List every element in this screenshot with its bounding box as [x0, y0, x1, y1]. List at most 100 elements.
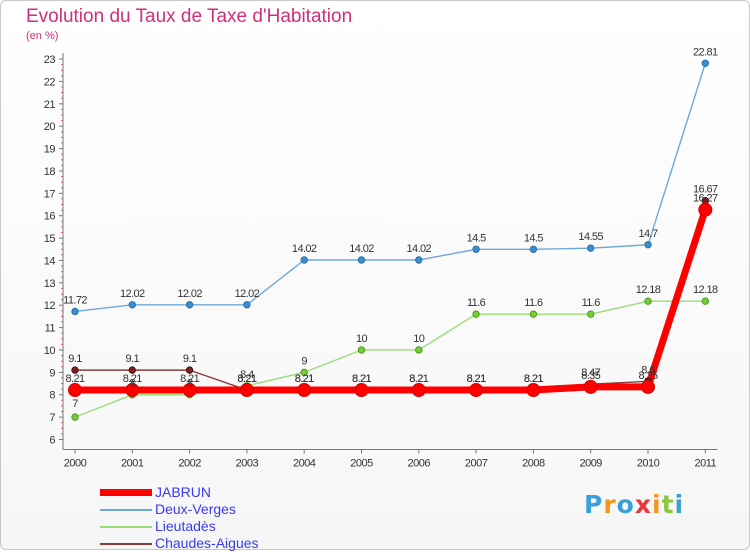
data-point [526, 383, 541, 398]
data-point [354, 383, 369, 398]
data-label: 22.81 [693, 46, 718, 58]
data-label: 12.02 [235, 288, 260, 300]
y-tick-label: 20 [44, 121, 56, 133]
x-tick-label: 2002 [178, 458, 201, 470]
data-label: 11.72 [63, 294, 87, 306]
data-label: 9 [301, 355, 307, 367]
data-point [71, 366, 79, 374]
data-label: 8.21 [295, 373, 314, 385]
y-tick-label: 12 [44, 300, 56, 312]
data-label: 14.5 [524, 232, 543, 244]
data-point [701, 59, 709, 67]
y-tick-label: 14 [44, 255, 56, 267]
data-label: 9.1 [68, 353, 82, 365]
y-tick-label: 19 [44, 144, 56, 156]
data-label: 12.18 [693, 284, 718, 296]
data-point [587, 244, 595, 252]
y-tick-label: 6 [49, 435, 55, 447]
data-point [71, 413, 79, 421]
data-label: 14.5 [467, 232, 486, 244]
data-label: 8.21 [467, 373, 486, 385]
data-label: 8.21 [295, 373, 314, 385]
legend-swatch [100, 509, 152, 511]
data-point [71, 307, 79, 316]
data-point [411, 383, 426, 398]
data-point [701, 297, 709, 305]
data-label: 11.6 [582, 297, 601, 309]
data-label: 8.21 [409, 373, 428, 385]
series-line-deux-verges [74, 63, 706, 313]
legend-swatch [100, 526, 152, 528]
data-point [300, 368, 308, 377]
data-point [472, 310, 480, 318]
x-tick-label: 2000 [64, 458, 87, 470]
data-label: 14.02 [292, 243, 317, 255]
data-point [243, 301, 251, 309]
legend-label: Deux-Verges [155, 501, 236, 517]
data-label: 8.6 [641, 364, 655, 376]
chart-subtitle: (en %) [26, 30, 59, 42]
logo-letter: P [584, 490, 604, 519]
data-label: 8 [130, 378, 136, 390]
data-label: 10 [413, 333, 425, 345]
y-tick-label: 23 [44, 54, 56, 66]
data-point [185, 366, 194, 374]
data-point [641, 379, 655, 394]
data-point [529, 245, 538, 253]
data-label: 8.21 [409, 373, 428, 385]
y-tick-label: 16 [44, 211, 56, 223]
legend-swatch [100, 543, 152, 545]
x-tick-label: 2005 [350, 458, 373, 470]
x-tick-label: 2011 [694, 458, 716, 470]
data-label: 8 [187, 378, 193, 390]
data-point [587, 310, 595, 318]
data-point [415, 256, 423, 264]
data-label: 12.02 [120, 288, 145, 300]
data-label: 14.7 [638, 228, 657, 240]
data-label: 8.35 [638, 370, 657, 382]
data-point [357, 346, 366, 354]
data-point [297, 383, 312, 398]
data-label: 8.4 [240, 369, 254, 381]
data-point [698, 202, 713, 217]
y-tick-label: 22 [44, 76, 56, 88]
legend-label: Chaudes-Aigues [155, 535, 259, 551]
data-label: 11.6 [524, 297, 543, 309]
x-tick-label: 2004 [293, 458, 316, 470]
data-point [644, 297, 652, 305]
logo-letter: i [652, 490, 662, 519]
data-point [128, 366, 137, 374]
logo-letter: i [674, 490, 685, 519]
y-tick-label: 13 [44, 278, 56, 290]
data-point [529, 310, 538, 318]
y-tick-label: 9 [49, 367, 55, 379]
logo-letter: x [634, 490, 652, 519]
x-tick-label: 2009 [579, 458, 602, 470]
data-label: 12.02 [177, 288, 202, 300]
data-label: 16.67 [693, 184, 718, 196]
x-tick-label: 2001 [121, 458, 144, 470]
y-tick-label: 18 [44, 166, 56, 178]
y-tick-label: 11 [45, 323, 56, 335]
x-tick-label: 2010 [637, 458, 660, 470]
data-label: 8.21 [237, 373, 256, 385]
legend-label: JABRUN [155, 484, 212, 500]
data-label: 8.21 [524, 373, 543, 385]
data-point [125, 383, 140, 398]
data-label: 7 [72, 398, 78, 410]
data-point [239, 383, 254, 398]
x-tick-label: 2003 [236, 458, 259, 470]
logo-letter: r [603, 490, 617, 519]
logo-letter: t [661, 490, 675, 519]
data-label: 8.21 [467, 373, 486, 385]
series-line-jabrun [75, 208, 709, 394]
data-point [644, 241, 652, 249]
logo-letter: o [616, 490, 635, 519]
data-label: 14.02 [349, 243, 374, 255]
data-point [357, 256, 366, 264]
data-point [472, 245, 480, 253]
chart-title: Evolution du Taux de Taxe d'Habitation [26, 6, 353, 27]
legend-label: Lieutadès [155, 518, 216, 534]
data-point [128, 301, 137, 309]
data-label: 14.55 [578, 231, 603, 243]
